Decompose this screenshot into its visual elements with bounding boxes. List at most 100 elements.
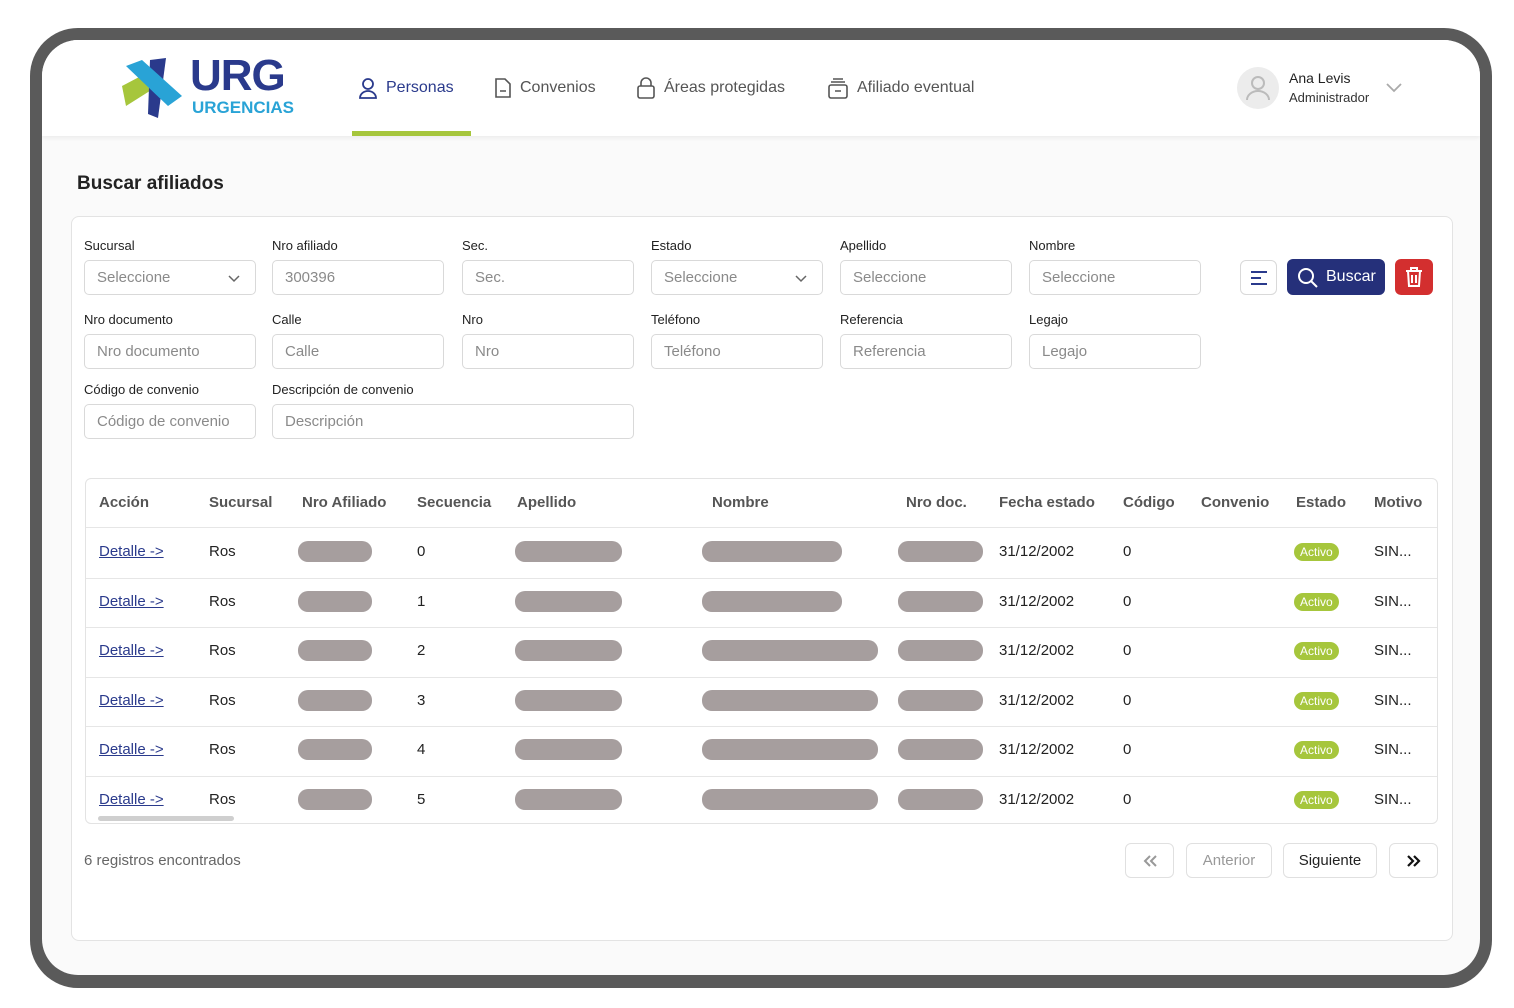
redacted-cell <box>702 541 842 562</box>
text-input[interactable]: Teléfono <box>651 334 823 369</box>
header-divider <box>86 527 1437 528</box>
text-input[interactable]: Referencia <box>840 334 1012 369</box>
column-header: Sucursal <box>209 494 273 511</box>
detail-link[interactable]: Detalle -> <box>99 790 164 808</box>
cell: SIN... <box>1374 543 1412 560</box>
avatar[interactable] <box>1237 67 1279 109</box>
next-button[interactable]: Siguiente <box>1283 843 1377 878</box>
select-input[interactable]: Seleccione <box>651 260 823 295</box>
filter-label: Nro documento <box>84 312 173 327</box>
cell: 31/12/2002 <box>999 741 1075 758</box>
cell: 2 <box>417 642 426 659</box>
last-page-button[interactable] <box>1389 843 1438 878</box>
column-header: Nro doc. <box>906 494 967 511</box>
cell: 31/12/2002 <box>999 790 1075 808</box>
redacted-cell <box>702 590 842 612</box>
redacted-cell <box>298 689 372 711</box>
text-input[interactable]: Seleccione <box>840 260 1012 295</box>
filter-label: Calle <box>272 312 302 327</box>
text-input[interactable]: Descripción <box>272 404 634 439</box>
previous-button[interactable]: Anterior <box>1186 843 1272 878</box>
results-table: Acción Sucursal Nro Afiliado Secuencia Apell… <box>85 478 1438 824</box>
cell: 5 <box>417 790 426 808</box>
redacted-cell <box>298 788 372 810</box>
text-input[interactable]: Calle <box>272 334 444 369</box>
select-chevron <box>228 275 240 283</box>
text-input[interactable]: Legajo <box>1029 334 1201 369</box>
nav-tab[interactable]: Convenios <box>494 76 596 100</box>
user-name: Ana Levis <box>1289 70 1351 86</box>
filter-label: Apellido <box>840 238 887 253</box>
redacted-cell <box>702 788 878 810</box>
cell: Ros <box>209 642 236 659</box>
detail-link[interactable]: Detalle -> <box>99 642 164 659</box>
redacted-cell <box>702 689 878 711</box>
cell: 0 <box>1123 642 1132 659</box>
nav-icon <box>359 77 377 99</box>
nav-label: Afiliado eventual <box>857 79 975 96</box>
column-header: Nombre <box>712 494 769 511</box>
first-page-button[interactable] <box>1125 843 1174 878</box>
detail-link[interactable]: Detalle -> <box>99 691 164 709</box>
cell: Ros <box>209 592 236 610</box>
cell: 4 <box>417 741 426 758</box>
cell: SIN... <box>1374 592 1412 610</box>
cell: SIN... <box>1374 790 1412 808</box>
filter-label: Código de convenio <box>84 382 199 397</box>
cell: 0 <box>1123 790 1132 808</box>
nav-label: Convenios <box>520 79 596 96</box>
text-input[interactable]: Sec. <box>462 260 634 295</box>
column-header: Acción <box>99 494 150 511</box>
text-input[interactable]: Nro <box>462 334 634 369</box>
detail-link[interactable]: Detalle -> <box>99 592 164 610</box>
redacted-cell <box>515 739 622 760</box>
columns-button[interactable] <box>1240 260 1277 295</box>
nav-icon <box>637 77 655 99</box>
redacted-cell <box>898 541 983 562</box>
status-badge: Activo <box>1294 691 1339 710</box>
select-input[interactable]: Seleccione <box>84 260 256 295</box>
screen: URG URGENCIAS Personas Convenios Áreas p… <box>42 40 1480 975</box>
detail-link[interactable]: Detalle -> <box>99 543 164 560</box>
cell: SIN... <box>1374 642 1412 659</box>
filter-label: Nro afiliado <box>272 238 338 253</box>
row-divider <box>86 726 1437 727</box>
text-input[interactable]: Código de convenio <box>84 404 256 439</box>
text-input[interactable]: Seleccione <box>1029 260 1201 295</box>
detail-link[interactable]: Detalle -> <box>99 741 164 758</box>
redacted-cell <box>898 689 983 711</box>
redacted-cell <box>702 739 878 760</box>
nav-tab[interactable]: Personas <box>358 76 454 100</box>
status-badge: Activo <box>1294 543 1339 561</box>
cell: SIN... <box>1374 741 1412 758</box>
row-divider <box>86 577 1437 579</box>
cell: 3 <box>417 691 426 709</box>
text-input[interactable]: Nro documento <box>84 334 256 369</box>
column-header: Fecha estado <box>999 494 1095 511</box>
filter-label: Legajo <box>1029 312 1069 327</box>
filter-label: Descripción de convenio <box>272 382 414 397</box>
cell: 0 <box>1123 543 1132 560</box>
nav-tab[interactable]: Áreas protegidas <box>636 76 785 100</box>
active-tab-indicator <box>352 131 471 136</box>
column-header: Nro Afiliado <box>302 494 387 511</box>
cell: Ros <box>209 741 236 758</box>
column-header: Motivo <box>1374 494 1423 511</box>
cell: 31/12/2002 <box>999 543 1075 560</box>
cell: 31/12/2002 <box>999 592 1075 610</box>
logo-subtitle: URGENCIAS <box>192 98 295 117</box>
column-header: Apellido <box>517 494 577 511</box>
search-button[interactable]: Buscar <box>1287 259 1385 295</box>
row-divider <box>86 775 1437 777</box>
user-menu-chevron[interactable] <box>1385 82 1403 94</box>
text-input[interactable]: 300396 <box>272 260 444 295</box>
filter-label: Estado <box>651 238 692 253</box>
cell: Ros <box>209 790 236 808</box>
select-chevron <box>795 275 807 283</box>
nav-icon <box>828 77 848 99</box>
redacted-cell <box>898 739 983 760</box>
logo-mark <box>122 58 182 118</box>
nav-tab[interactable]: Afiliado eventual <box>827 76 974 100</box>
clear-button[interactable] <box>1395 259 1433 295</box>
